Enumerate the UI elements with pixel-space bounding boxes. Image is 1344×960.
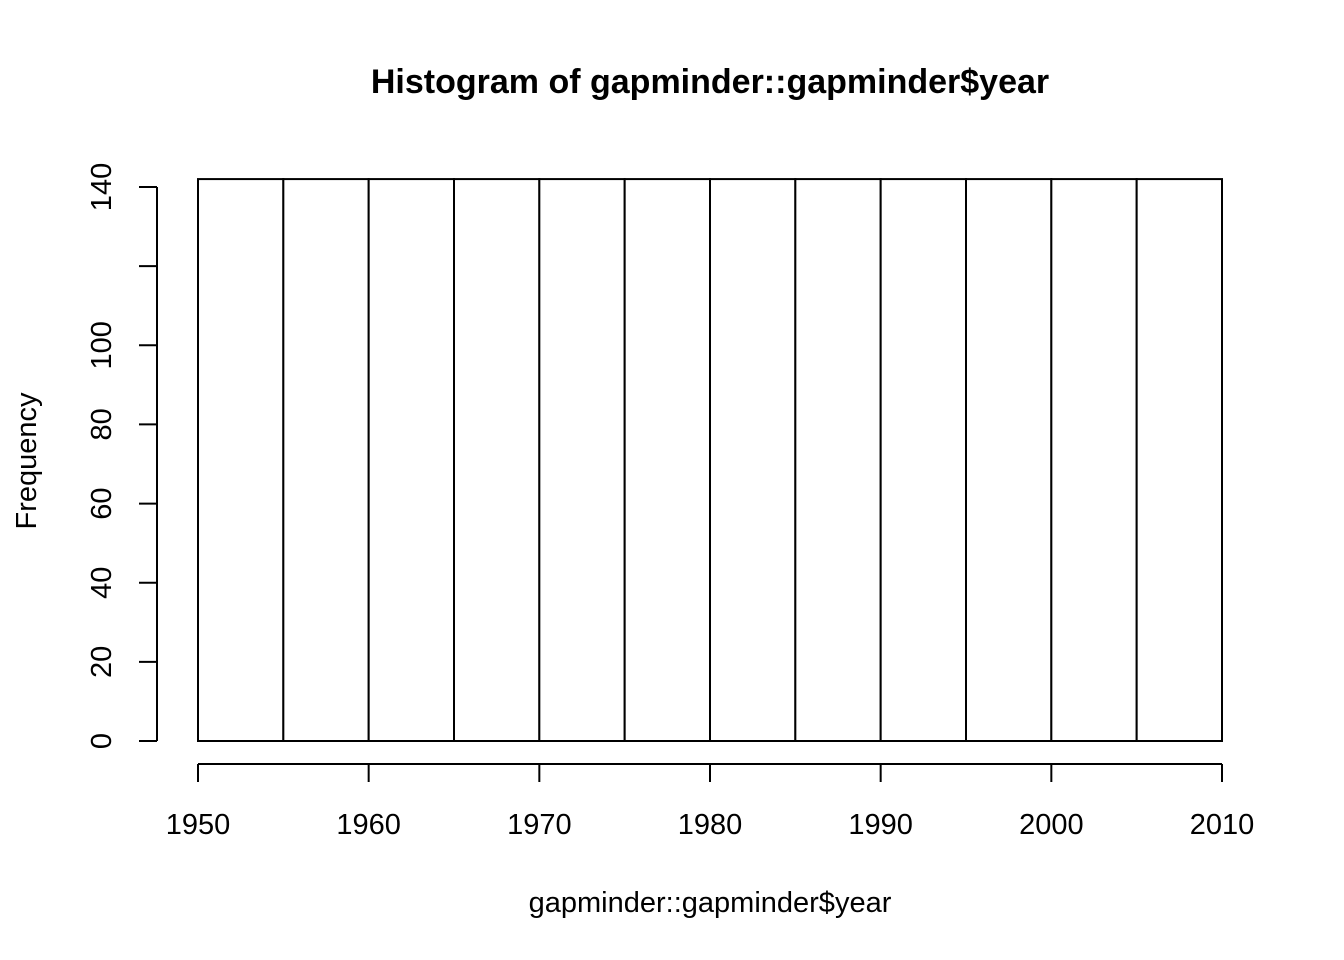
histogram-bar [879, 178, 968, 743]
histogram-bar [197, 178, 285, 743]
x-axis-label: gapminder::gapminder$year [529, 887, 892, 919]
y-tick-label: 40 [86, 567, 118, 599]
x-tick-label: 1950 [166, 809, 231, 841]
histogram-bar [965, 178, 1053, 743]
histogram-bar [709, 178, 797, 743]
histogram-bar [367, 178, 455, 743]
y-axis-label: Frequency [11, 392, 43, 530]
histogram-bar [794, 178, 882, 743]
bars-group [197, 178, 1223, 743]
y-axis: 0 20 40 60 80 100 140 [86, 163, 158, 749]
histogram-bar [282, 178, 370, 743]
x-tick-label: 1990 [848, 809, 913, 841]
x-tick-label: 1970 [507, 809, 572, 841]
histogram-bar [1135, 178, 1223, 743]
chart-title: Histogram of gapminder::gapminder$year [371, 63, 1049, 101]
y-tick-label: 0 [86, 733, 118, 749]
x-tick-label: 2000 [1019, 809, 1084, 841]
y-tick-label: 140 [86, 163, 118, 211]
x-tick-label: 1980 [678, 809, 743, 841]
y-tick-label: 60 [86, 487, 118, 519]
histogram-bar [453, 178, 541, 743]
y-tick-label: 20 [86, 646, 118, 678]
x-tick-label: 2010 [1190, 809, 1255, 841]
histogram-bar [1050, 178, 1138, 743]
y-tick-label: 100 [86, 321, 118, 369]
histogram-bar [538, 178, 626, 743]
y-tick-label: 80 [86, 408, 118, 440]
x-axis: 1950 1960 1970 1980 1990 2000 2010 [166, 763, 1255, 841]
x-tick-label: 1960 [336, 809, 401, 841]
histogram-bar [623, 178, 712, 743]
